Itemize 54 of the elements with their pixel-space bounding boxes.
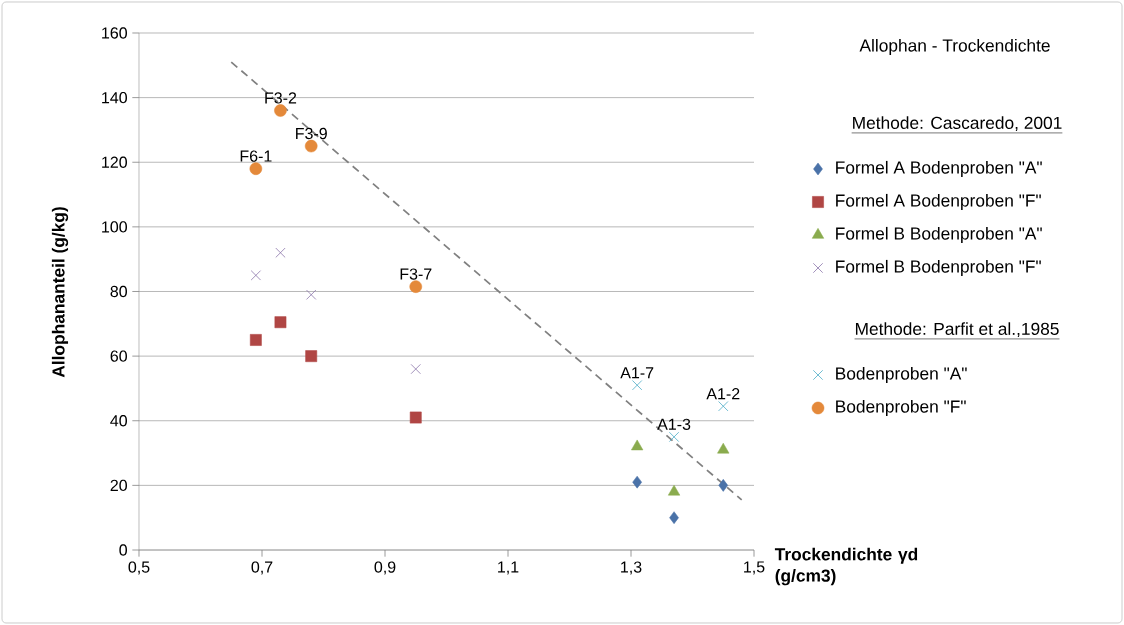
legend-label: Bodenproben "A" <box>836 366 967 384</box>
point <box>409 411 422 424</box>
x-tick-label: 0,9 <box>374 561 396 575</box>
y-tick-label: 0 <box>119 544 128 556</box>
point <box>250 270 261 281</box>
point <box>632 475 642 489</box>
point <box>274 316 287 329</box>
text: Allophan - Trockendichte <box>859 38 1050 56</box>
point <box>304 139 318 153</box>
point <box>409 280 423 293</box>
x-tick-label: 0,5 <box>128 561 150 575</box>
y-tick-label: 160 <box>102 27 127 39</box>
annotation: F3-9 <box>296 127 327 140</box>
legend-label: Formel B Bodenproben "F" <box>836 259 1041 277</box>
point <box>717 442 730 454</box>
y-tick-label: 20 <box>110 479 127 492</box>
point <box>668 431 680 443</box>
annotation: A1-7 <box>620 367 654 379</box>
point <box>306 289 317 300</box>
point <box>249 162 263 175</box>
annotation: A1-3 <box>657 418 691 430</box>
legend-label: Formel B Bodenproben "A" <box>836 226 1042 244</box>
point <box>631 439 644 451</box>
text: Methode: Cascaredo, 2001 <box>853 116 1062 132</box>
annotation: A1-2 <box>706 388 740 400</box>
y-tick-label: 60 <box>110 350 127 362</box>
point <box>669 511 679 524</box>
y-tick-label: 140 <box>102 91 127 104</box>
annotation: F3-7 <box>400 268 432 280</box>
legend-label: Bodenproben "F" <box>836 399 966 417</box>
x-tick-label: 1,1 <box>498 561 519 575</box>
point <box>275 247 286 258</box>
annotation: F6-1 <box>240 150 272 162</box>
point <box>632 380 643 391</box>
point <box>305 350 318 362</box>
y-tick-label: 80 <box>110 285 127 298</box>
y-tick-label: 120 <box>102 156 127 168</box>
annotation: F3-2 <box>265 92 297 104</box>
legend-label: Formel A Bodenproben "A" <box>836 160 1042 178</box>
point <box>718 479 729 492</box>
point <box>410 363 421 375</box>
point <box>274 104 287 117</box>
x-tick-label: 0,7 <box>251 561 273 575</box>
y-axis-title: Allophananteil (g/kg) <box>51 207 69 378</box>
legend-label: Formel A Bodenproben "F" <box>836 193 1041 211</box>
point <box>718 401 729 412</box>
point <box>668 484 681 496</box>
x-tick-label: 1,3 <box>621 561 642 575</box>
x-axis-title: Trockendichte γd (g/cm3) <box>774 547 918 586</box>
y-tick-label: 40 <box>110 415 127 427</box>
y-tick-label: 100 <box>102 221 127 233</box>
x-tick-label: 1,5 <box>744 561 765 575</box>
point <box>249 334 262 346</box>
text: Methode: Parfit et al.,1985 <box>855 322 1059 338</box>
